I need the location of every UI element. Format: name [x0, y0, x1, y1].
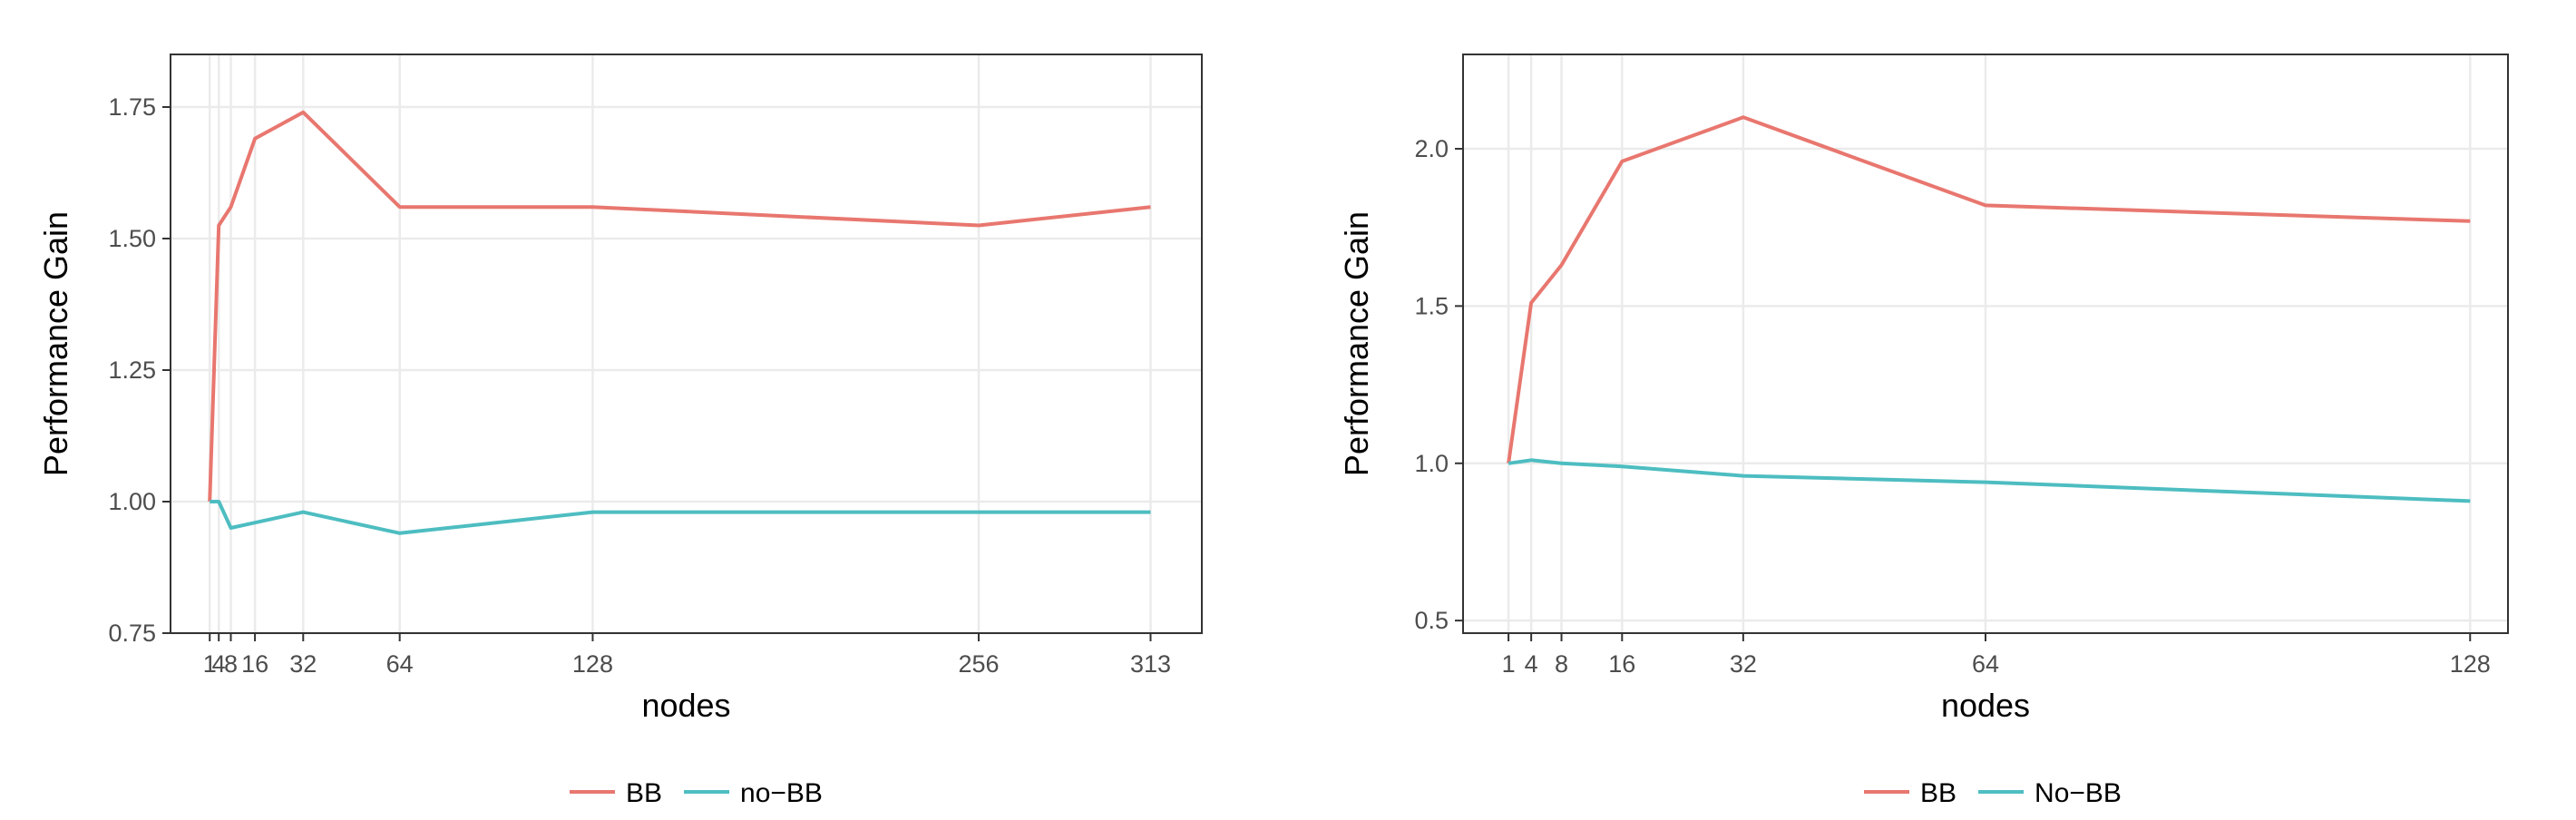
legend-label: no−BB	[740, 778, 823, 808]
x-tick-label: 256	[958, 650, 999, 678]
legend-label: BB	[1920, 778, 1956, 808]
x-tick-label: 4	[1525, 650, 1538, 678]
y-tick-label: 0.5	[1414, 607, 1449, 634]
y-axis-title: Performance Gain	[1338, 211, 1375, 476]
chart-1: 148 16 32 64 128 256 313 0.75 1.00 1.25 1.50 1.75 no…	[37, 54, 1203, 808]
series-line-no-bb	[1508, 458, 2471, 503]
x-tick-label: 64	[386, 650, 414, 678]
y-tick-label: 1.50	[108, 225, 156, 252]
x-tick-label: 4	[212, 650, 226, 678]
x-tick-label: 8	[1555, 650, 1568, 678]
y-tick-label: 0.75	[108, 620, 156, 647]
y-tick-label: 1.5	[1414, 292, 1449, 319]
chart-2: 1 4 8 16 32 64 128 0.5 1.0 1.5 2.0 nodes Performance…	[1338, 54, 2509, 808]
legend: BB No−BB	[1864, 778, 2122, 808]
x-tick-label: 1	[1502, 650, 1516, 678]
legend-label: BB	[626, 778, 662, 808]
y-tick-label: 1.75	[108, 93, 156, 121]
x-tick-label: 313	[1130, 650, 1171, 678]
plot-border	[170, 54, 1203, 634]
series-line-no-bb	[210, 500, 1151, 535]
y-tick-label: 2.0	[1414, 135, 1449, 162]
y-axis-title: Performance Gain	[37, 211, 74, 476]
gridlines	[1463, 54, 2508, 633]
x-tick-label: 16	[241, 650, 268, 678]
x-axis-title: nodes	[1941, 687, 2030, 724]
x-tick-label: 16	[1608, 650, 1635, 678]
x-axis-title: nodes	[641, 687, 730, 724]
y-tick-label: 1.0	[1414, 450, 1449, 477]
x-tick-label: 64	[1972, 650, 1999, 678]
series-line-bb	[1507, 115, 2471, 464]
x-tick-label: 1	[203, 650, 217, 678]
series-line-bb	[208, 110, 1151, 503]
y-tick-label: 1.25	[108, 356, 156, 384]
x-tick-label: 128	[572, 650, 613, 678]
x-tick-label: 8	[224, 650, 238, 678]
y-tick-label: 1.00	[108, 488, 156, 515]
gridlines	[171, 54, 1202, 635]
legend: BB no−BB	[570, 778, 823, 808]
x-tick-label: 32	[1730, 650, 1757, 678]
x-tick-label: 128	[2450, 650, 2491, 678]
legend-label: No−BB	[2034, 778, 2122, 808]
x-tick-label: 32	[289, 650, 317, 678]
